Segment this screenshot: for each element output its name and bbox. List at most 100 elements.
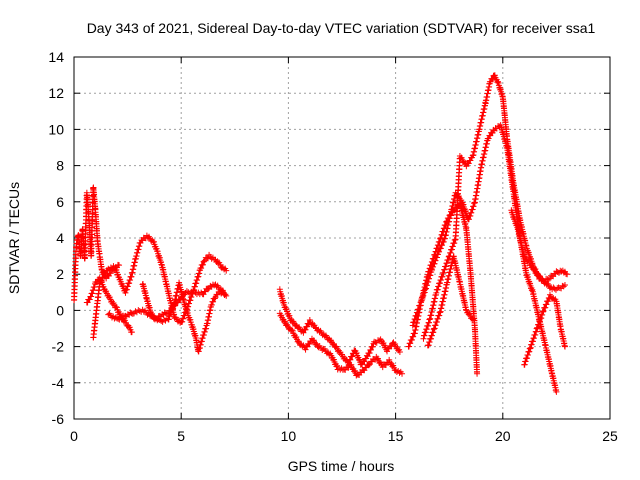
data-point	[223, 267, 230, 274]
grid-lines	[74, 57, 610, 419]
data-point	[198, 265, 205, 272]
data-point	[319, 346, 326, 353]
data-point	[113, 266, 120, 273]
data-point	[201, 258, 208, 265]
data-point	[410, 333, 417, 340]
data-point	[164, 310, 171, 317]
y-tick-label: 10	[48, 121, 64, 137]
y-tick-label: -4	[52, 375, 65, 391]
y-axis-label: SDTVAR / TECUs	[6, 182, 22, 294]
series-arc-4	[105, 279, 228, 355]
axis-ticks: 0 5 10 15 20 25 -6 -4 -2 0 2 4 6 8 10 12 14	[48, 49, 618, 444]
data-point	[551, 285, 558, 292]
data-point	[136, 308, 143, 315]
data-point	[396, 369, 403, 376]
data-point	[96, 280, 103, 287]
data-point	[172, 302, 179, 309]
series-arc-1	[71, 184, 123, 304]
data-point	[494, 78, 501, 85]
data-point	[545, 276, 552, 283]
y-tick-label: 12	[48, 85, 64, 101]
data-point	[540, 308, 547, 314]
data-point	[150, 238, 157, 245]
data-point	[366, 350, 373, 357]
data-point	[564, 271, 571, 278]
y-tick-label: 14	[48, 49, 64, 65]
data-point	[408, 336, 415, 343]
data-point	[86, 296, 93, 303]
series-arc-8	[405, 200, 481, 377]
data-point	[438, 242, 445, 249]
data-point	[561, 343, 568, 350]
y-tick-label: -6	[52, 411, 65, 427]
data-point	[542, 304, 549, 311]
series-arc-13	[521, 291, 568, 368]
data-point	[98, 277, 105, 284]
data-point	[293, 322, 300, 329]
data-point	[128, 329, 135, 336]
series-arc-11	[424, 253, 476, 349]
data-point	[199, 261, 206, 268]
data-point	[210, 298, 217, 305]
data-point	[114, 271, 121, 278]
x-tick-label: 20	[495, 428, 511, 444]
data-point	[129, 310, 136, 317]
data-point	[84, 299, 91, 306]
data-point	[353, 349, 360, 356]
data-point	[283, 306, 290, 313]
data-point	[286, 312, 293, 319]
y-tick-label: 6	[56, 194, 64, 210]
data-point	[356, 356, 363, 363]
data-point	[489, 75, 496, 82]
data-point	[184, 309, 191, 316]
data-point	[117, 276, 124, 283]
series-arc-7	[276, 310, 406, 379]
data-point	[187, 316, 194, 323]
data-point	[553, 388, 560, 395]
data-point	[560, 283, 567, 290]
x-tick-label: 0	[70, 428, 78, 444]
data-point	[185, 289, 192, 296]
data-point	[187, 319, 194, 326]
data-point	[396, 349, 403, 356]
data-point	[208, 255, 215, 262]
data-point	[436, 248, 443, 255]
data-point	[120, 282, 127, 289]
data-point	[543, 301, 550, 308]
data-point	[312, 324, 319, 331]
data-point	[205, 286, 212, 293]
data-point	[294, 338, 301, 345]
data-point	[223, 292, 230, 299]
data-point	[494, 79, 501, 86]
data-point	[437, 245, 444, 252]
data-point	[369, 343, 376, 350]
x-tick-label: 5	[177, 428, 185, 444]
data-point	[211, 295, 218, 302]
data-point	[349, 353, 356, 360]
series-arc-6	[276, 286, 403, 368]
data-point	[300, 329, 307, 336]
data-point	[364, 353, 371, 360]
data-point	[154, 315, 161, 322]
y-tick-label: 0	[56, 302, 64, 318]
data-points	[71, 72, 571, 395]
data-point	[107, 270, 114, 277]
x-axis-label: GPS time / hours	[288, 458, 395, 474]
data-point	[440, 238, 447, 245]
data-point	[561, 282, 568, 289]
data-point	[208, 301, 215, 308]
data-point	[288, 326, 295, 333]
data-point	[347, 356, 354, 363]
data-point	[367, 346, 374, 353]
data-point	[116, 262, 123, 269]
y-tick-label: 2	[56, 266, 64, 282]
data-point	[188, 288, 195, 295]
data-point	[407, 340, 414, 347]
y-tick-label: 4	[56, 230, 64, 246]
data-point	[315, 344, 322, 351]
x-tick-label: 25	[602, 428, 618, 444]
x-tick-label: 15	[388, 428, 404, 444]
data-point	[474, 370, 481, 377]
data-point	[214, 291, 221, 298]
data-point	[99, 274, 106, 281]
